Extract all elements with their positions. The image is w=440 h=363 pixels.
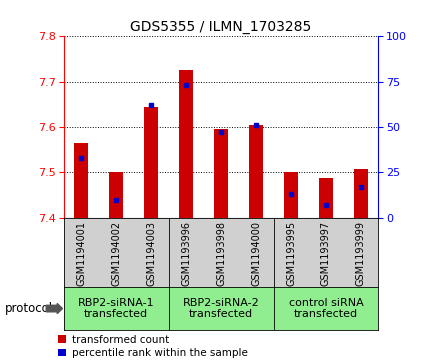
- Text: GSM1193999: GSM1193999: [356, 221, 366, 286]
- Bar: [284, 172, 298, 218]
- Title: GDS5355 / ILMN_1703285: GDS5355 / ILMN_1703285: [131, 20, 312, 34]
- Text: GSM1194000: GSM1194000: [251, 221, 261, 286]
- Bar: [74, 143, 88, 218]
- Bar: [354, 169, 368, 218]
- Text: GSM1193997: GSM1193997: [321, 221, 331, 286]
- Bar: [319, 178, 333, 218]
- Text: RBP2-siRNA-1
transfected: RBP2-siRNA-1 transfected: [78, 298, 154, 319]
- Text: GSM1193998: GSM1193998: [216, 221, 226, 286]
- Legend: transformed count, percentile rank within the sample: transformed count, percentile rank withi…: [58, 335, 247, 358]
- Text: protocol: protocol: [4, 302, 52, 315]
- Text: GSM1193995: GSM1193995: [286, 221, 296, 286]
- Bar: [249, 125, 263, 218]
- Text: control siRNA
transfected: control siRNA transfected: [289, 298, 363, 319]
- Bar: [179, 70, 193, 218]
- Text: GSM1193996: GSM1193996: [181, 221, 191, 286]
- Text: GSM1194003: GSM1194003: [146, 221, 156, 286]
- Bar: [214, 129, 228, 218]
- Bar: [144, 107, 158, 218]
- Text: GSM1194001: GSM1194001: [76, 221, 86, 286]
- Text: RBP2-siRNA-2
transfected: RBP2-siRNA-2 transfected: [183, 298, 260, 319]
- Bar: [109, 172, 123, 218]
- Text: GSM1194002: GSM1194002: [111, 221, 121, 286]
